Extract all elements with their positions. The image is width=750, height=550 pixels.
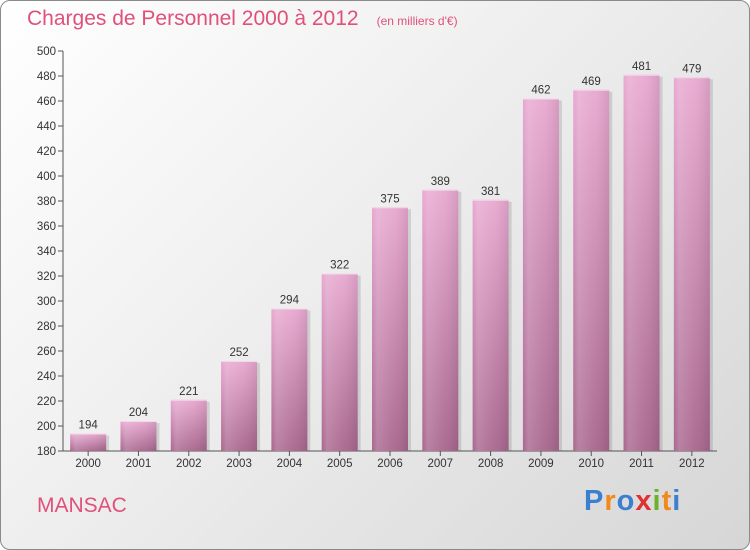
y-tick-label: 340 <box>37 246 56 258</box>
y-tick-label: 420 <box>37 146 56 158</box>
y-tick-label: 380 <box>37 196 56 208</box>
chart-labels: 180 200 220 240 260 280 300 320 340 360 380 400 420 4… <box>37 46 705 470</box>
x-tick-label: 2000 <box>75 458 101 470</box>
x-tick-label: 2002 <box>176 458 202 470</box>
bar-highlight <box>70 433 107 451</box>
x-tick-label: 2009 <box>528 458 554 470</box>
y-tick-label: 320 <box>37 271 56 283</box>
bar-highlight <box>472 199 509 451</box>
bar-highlight <box>522 98 559 451</box>
y-tick-label: 440 <box>37 121 56 133</box>
x-tick-label: 2008 <box>478 458 504 470</box>
bar-value-label: 479 <box>682 63 701 75</box>
bar-value-label: 381 <box>481 186 500 198</box>
bar-value-label: 252 <box>229 347 248 359</box>
logo-letter: t <box>661 485 673 517</box>
x-tick-label: 2006 <box>377 458 403 470</box>
bar-value-label: 294 <box>280 295 300 307</box>
y-tick-label: 220 <box>37 396 56 408</box>
title-text: Charges de Personnel 2000 à 2012 <box>27 7 359 30</box>
bar-highlight <box>271 308 308 451</box>
bar-value-label: 322 <box>330 260 349 272</box>
bar-highlight <box>120 421 157 451</box>
y-tick-label: 200 <box>37 421 56 433</box>
proxiti-logo: Proxiti <box>584 485 681 518</box>
x-tick-label: 2012 <box>679 458 705 470</box>
x-tick-label: 2010 <box>578 458 604 470</box>
bar-value-label: 462 <box>531 85 550 97</box>
logo-letter: o <box>616 485 636 517</box>
y-tick-label: 400 <box>37 171 56 183</box>
x-tick-label: 2005 <box>327 458 353 470</box>
bar-highlight <box>170 399 207 451</box>
logo-letter: i <box>672 485 682 517</box>
y-tick-label: 240 <box>37 371 56 383</box>
bar-highlight <box>422 189 459 451</box>
y-tick-label: 460 <box>37 96 56 108</box>
logo-letter: x <box>635 485 653 517</box>
bar-value-label: 221 <box>179 386 198 398</box>
bar-highlight <box>221 361 258 451</box>
chart-bars <box>70 74 713 451</box>
y-tick-label: 360 <box>37 221 56 233</box>
y-tick-label: 280 <box>37 321 56 333</box>
logo-letter: i <box>652 485 662 517</box>
bar-value-label: 389 <box>431 176 450 188</box>
chart-subtitle: (en milliers d'€) <box>376 14 458 28</box>
bar-highlight <box>372 207 408 451</box>
commune-name: MANSAC <box>37 494 127 517</box>
x-tick-label: 2007 <box>428 458 454 470</box>
bar-highlight <box>573 89 610 451</box>
y-tick-label: 260 <box>37 346 56 358</box>
y-tick-label: 480 <box>37 71 56 83</box>
x-tick-label: 2004 <box>277 458 303 470</box>
x-tick-label: 2011 <box>629 458 654 470</box>
x-tick-label: 2001 <box>126 458 152 470</box>
bar-value-label: 469 <box>582 76 601 88</box>
logo-letter: P <box>584 485 605 517</box>
bar-highlight <box>673 77 710 451</box>
chart-title: Charges de Personnel 2000 à 2012 (en mill… <box>27 7 458 31</box>
logo-letter: r <box>604 485 617 517</box>
y-tick-label: 300 <box>37 296 56 308</box>
y-tick-label: 180 <box>37 446 56 458</box>
bar-value-label: 194 <box>79 420 99 432</box>
bar-value-label: 481 <box>632 61 651 73</box>
bar-value-label: 375 <box>380 193 399 205</box>
bar-highlight <box>321 273 358 451</box>
bar-highlight <box>623 74 660 451</box>
x-tick-label: 2003 <box>226 458 252 470</box>
bar-value-label: 204 <box>129 407 149 419</box>
y-tick-label: 500 <box>37 46 56 58</box>
